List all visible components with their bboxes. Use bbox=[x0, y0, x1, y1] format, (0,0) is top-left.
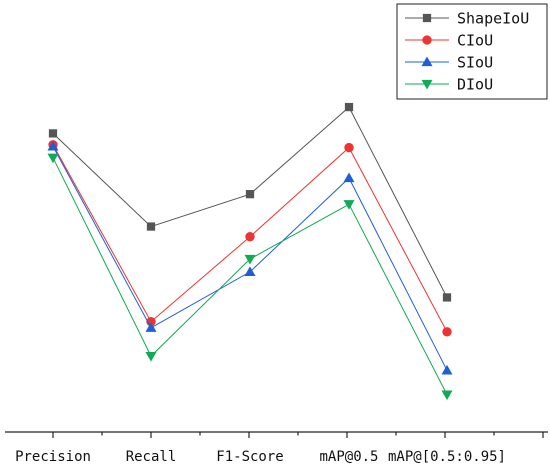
series-ciou bbox=[48, 140, 452, 337]
legend-marker bbox=[421, 56, 433, 67]
data-point-siou bbox=[343, 172, 355, 183]
legend-label: SIoU bbox=[457, 54, 493, 72]
legend-marker bbox=[422, 35, 432, 45]
x-tick-label: mAP@[0.5:0.95] bbox=[388, 449, 506, 465]
legend-label: ShapeIoU bbox=[457, 10, 529, 28]
data-point-siou bbox=[441, 364, 453, 375]
x-tick-label: mAP@0.5 bbox=[319, 449, 378, 465]
data-point-ciou bbox=[245, 232, 255, 242]
data-point-diou bbox=[441, 390, 453, 401]
series-layer bbox=[47, 102, 453, 401]
data-point-shapeiou bbox=[48, 129, 58, 138]
data-point-ciou bbox=[344, 142, 354, 153]
series-siou bbox=[47, 140, 453, 375]
data-point-shapeiou bbox=[442, 293, 452, 302]
data-point-diou bbox=[47, 153, 59, 164]
x-tick-label: F1-Score bbox=[216, 449, 283, 465]
legend-item-siou: SIoU bbox=[405, 54, 493, 72]
legend: ShapeIoU CIoU SIoU DIoU bbox=[396, 3, 548, 100]
data-point-diou bbox=[343, 200, 355, 210]
legend-label: DIoU bbox=[457, 76, 493, 94]
data-point-shapeiou bbox=[146, 222, 156, 231]
x-axis: Precision Recall F1-Score mAP@0.5 mAP@[0.5:0… bbox=[5, 431, 548, 465]
data-point-diou bbox=[244, 254, 256, 265]
data-point-siou bbox=[47, 140, 59, 151]
legend-box bbox=[396, 3, 548, 100]
series-diou bbox=[47, 153, 453, 401]
x-tick-label: Recall bbox=[126, 449, 177, 465]
legend-item-shapeiou: ShapeIoU bbox=[405, 10, 529, 28]
legend-marker bbox=[422, 13, 432, 23]
data-point-ciou bbox=[442, 327, 452, 337]
data-point-shapeiou bbox=[245, 190, 255, 199]
legend-label: CIoU bbox=[457, 32, 493, 50]
data-point-siou bbox=[145, 322, 157, 332]
legend-item-ciou: CIoU bbox=[405, 32, 493, 50]
legend-item-diou: DIoU bbox=[405, 76, 493, 94]
x-tick-label: Precision bbox=[15, 449, 91, 465]
legend-marker bbox=[421, 79, 433, 90]
data-point-siou bbox=[244, 266, 256, 277]
data-point-shapeiou bbox=[344, 102, 354, 112]
data-point-diou bbox=[145, 352, 157, 362]
series-shapeiou bbox=[48, 102, 452, 302]
